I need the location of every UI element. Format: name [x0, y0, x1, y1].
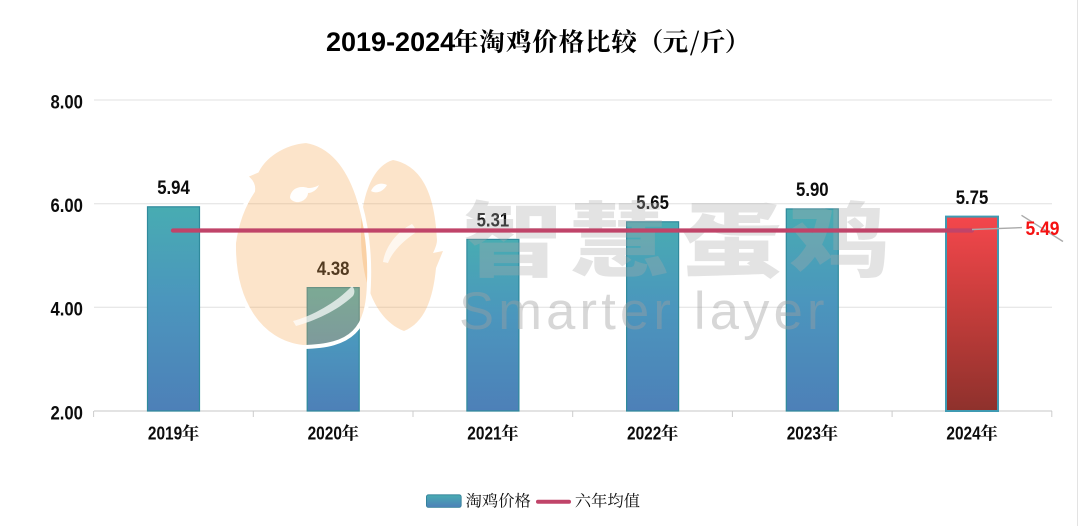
svg-text:2022: 2022	[627, 422, 661, 443]
svg-text:8.00: 8.00	[51, 91, 84, 113]
svg-text:2.00: 2.00	[51, 402, 84, 424]
svg-text:5.49: 5.49	[1026, 218, 1060, 240]
svg-text:4.38: 4.38	[317, 258, 350, 280]
svg-text:2019: 2019	[148, 422, 182, 443]
svg-text:6.00: 6.00	[51, 195, 84, 217]
svg-text:2024: 2024	[946, 422, 981, 443]
svg-text:2020: 2020	[308, 422, 342, 443]
svg-text:2019-2024: 2019-2024	[326, 27, 455, 57]
svg-text:5.75: 5.75	[956, 187, 989, 209]
svg-text:4.00: 4.00	[51, 299, 84, 321]
svg-text:2021: 2021	[467, 422, 501, 443]
svg-text:Smarter layer: Smarter layer	[459, 282, 829, 341]
svg-text:2023: 2023	[787, 422, 821, 443]
svg-text:5.94: 5.94	[157, 177, 190, 199]
svg-text:5.90: 5.90	[796, 179, 829, 201]
